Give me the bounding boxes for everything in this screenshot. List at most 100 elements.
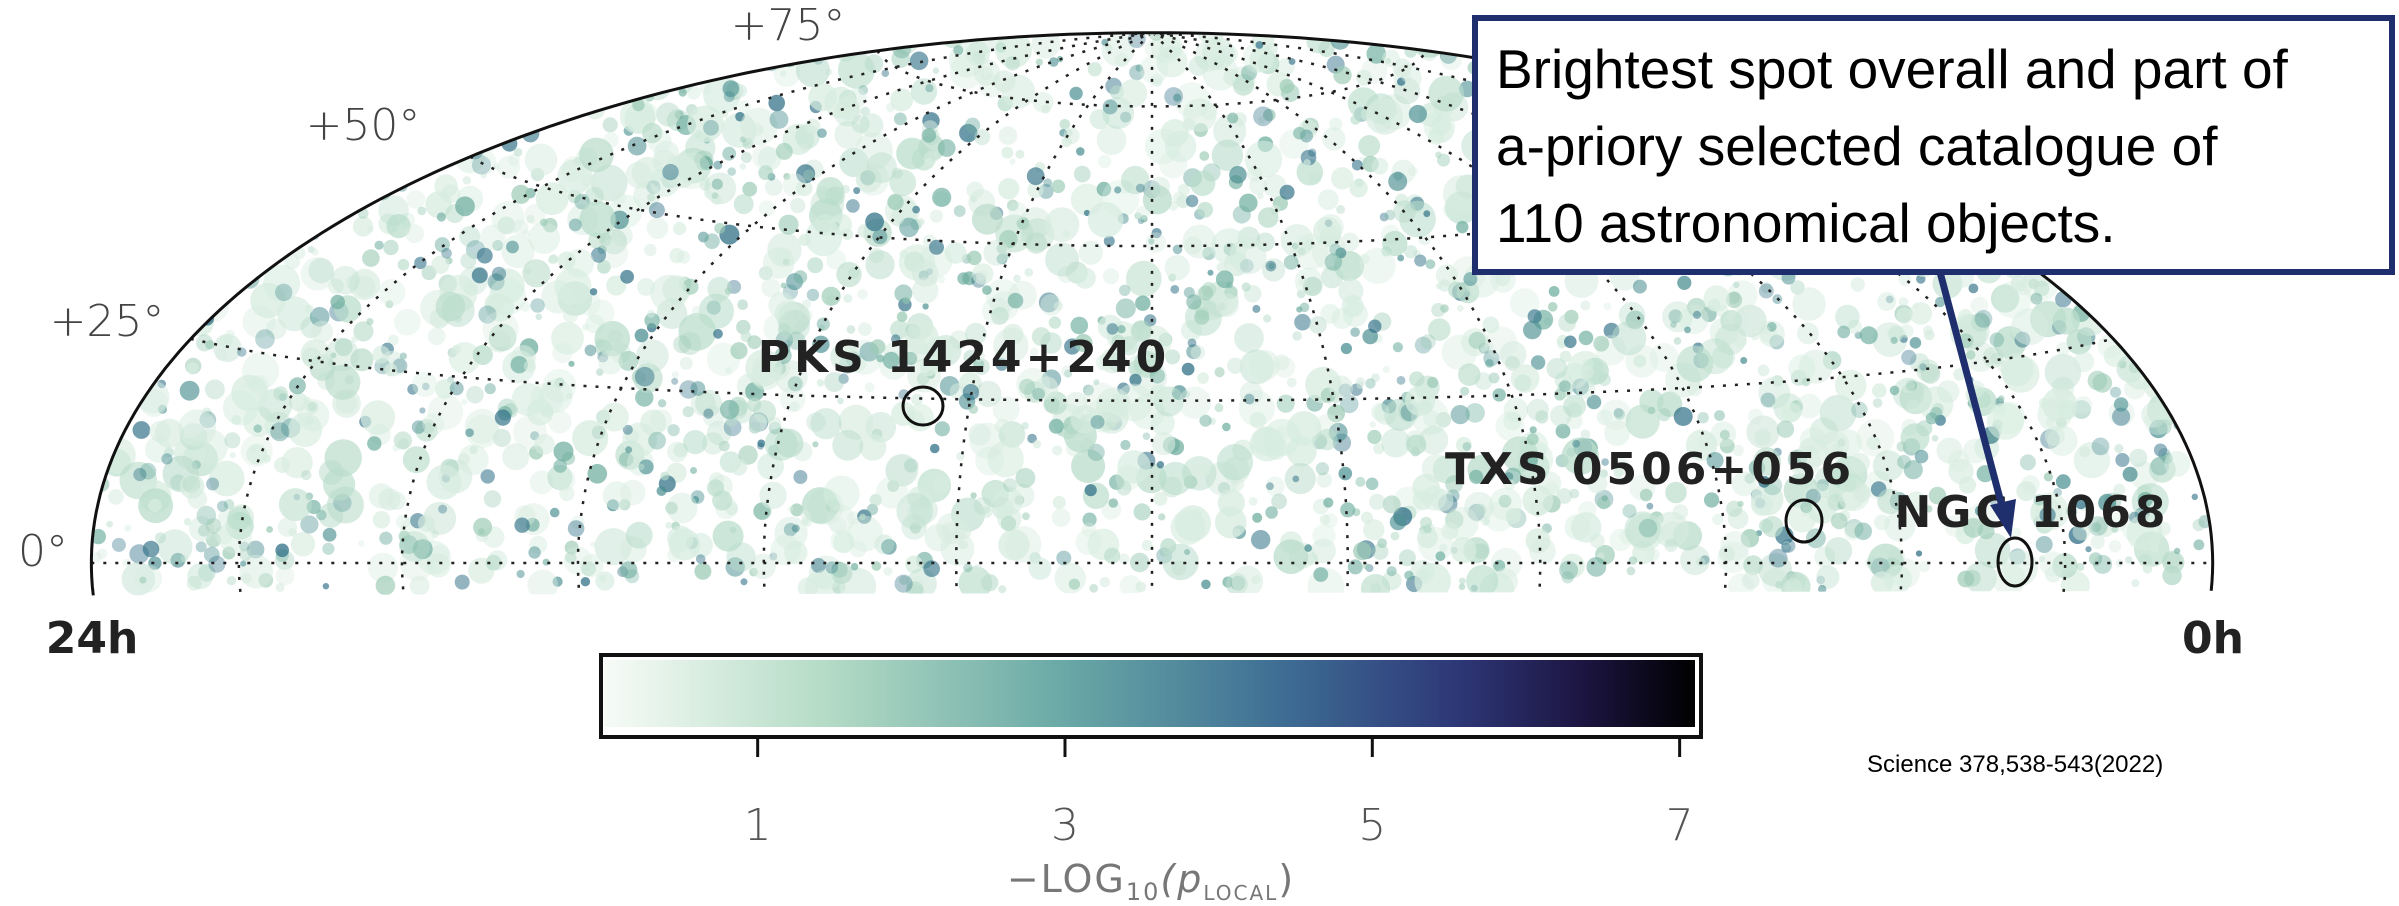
sky-texture [1036, 59, 1043, 66]
sky-texture [216, 117, 227, 128]
sky-texture [269, 139, 304, 174]
sky-texture [837, 398, 844, 405]
sky-texture [1761, 325, 1770, 334]
sky-texture [847, 516, 883, 552]
sky-texture [637, 278, 655, 296]
sky-texture [246, 169, 253, 176]
sky-texture [1208, 270, 1214, 276]
sky-texture [302, 71, 316, 85]
sky-texture [657, 486, 667, 496]
sky-texture [140, 90, 154, 104]
sky-texture [503, 78, 540, 115]
sky-texture [1443, 200, 1462, 219]
sky-texture [463, 145, 473, 155]
sky-texture [559, 40, 565, 46]
sky-texture [801, 510, 811, 520]
sky-texture [1371, 403, 1389, 421]
sky-texture [897, 311, 908, 322]
label-part: ) [1278, 857, 1295, 901]
sky-texture [162, 34, 172, 44]
sky-texture [336, 183, 348, 195]
sky-texture [1910, 337, 1922, 349]
sky-texture [325, 365, 360, 400]
sky-texture [1548, 302, 1558, 312]
sky-texture [582, 81, 591, 90]
sky-texture [1916, 359, 1939, 382]
sky-texture [527, 570, 558, 601]
sky-texture [271, 205, 297, 231]
sky-texture [104, 60, 135, 91]
sky-texture [111, 68, 128, 85]
sky-texture [411, 64, 448, 101]
sky-texture [1414, 563, 1451, 600]
sky-texture [1045, 207, 1080, 242]
sky-texture [1191, 345, 1206, 360]
sky-texture [1331, 167, 1353, 189]
sky-texture [1459, 578, 1466, 585]
sky-texture [712, 192, 719, 199]
sky-texture [494, 86, 505, 97]
sky-texture [1436, 283, 1442, 289]
sky-texture [193, 59, 203, 69]
sky-texture [1001, 516, 1016, 531]
sky-texture [672, 371, 679, 378]
sky-texture [186, 362, 198, 374]
sky-texture [187, 563, 213, 589]
colorbar-tick-label: 1 [744, 800, 772, 851]
sky-texture [344, 22, 377, 55]
sky-texture [410, 576, 430, 596]
sky-texture [357, 41, 383, 67]
sky-texture [1353, 542, 1371, 560]
sky-texture [431, 545, 449, 563]
sky-texture [1825, 537, 1852, 564]
sky-texture [456, 119, 473, 136]
sky-texture [1769, 549, 1788, 568]
sky-texture [465, 428, 474, 437]
sky-texture [1076, 147, 1085, 156]
sky-texture [255, 329, 275, 349]
sky-texture [1043, 178, 1052, 187]
sky-texture [1294, 314, 1311, 331]
sky-texture [1060, 119, 1071, 130]
sky-texture [485, 383, 496, 394]
sky-texture [1797, 394, 1822, 419]
sky-texture [1088, 202, 1124, 238]
sky-texture [1469, 332, 1486, 349]
sky-texture [1052, 508, 1071, 527]
sky-texture [1421, 334, 1436, 349]
sky-texture [1001, 75, 1035, 109]
sky-texture [161, 69, 178, 86]
sky-texture [477, 248, 493, 264]
sky-texture [1179, 387, 1211, 419]
sky-texture [1117, 481, 1132, 496]
sky-texture [1674, 337, 1682, 345]
sky-texture [112, 538, 126, 552]
sky-texture [207, 236, 216, 245]
sky-texture [892, 34, 905, 47]
sky-texture [174, 190, 194, 210]
sky-texture [84, 403, 114, 433]
sky-texture [418, 515, 435, 532]
sky-texture [1182, 363, 1195, 376]
sky-texture [193, 237, 212, 256]
sky-texture [922, 303, 928, 309]
sky-texture [219, 121, 252, 154]
sky-texture [1192, 509, 1202, 519]
sky-texture [383, 240, 398, 255]
sky-texture [1300, 303, 1310, 313]
sky-texture [228, 105, 245, 122]
sky-texture [737, 299, 748, 310]
sky-texture [1503, 412, 1522, 431]
sky-texture [1425, 103, 1432, 110]
sky-texture [362, 249, 380, 267]
sky-texture [953, 45, 963, 55]
sky-texture [1069, 579, 1080, 590]
sky-texture [271, 31, 279, 39]
sky-texture [257, 53, 269, 65]
sky-texture [301, 470, 311, 480]
sky-texture [1910, 302, 1933, 325]
sky-texture [2174, 548, 2180, 554]
sky-texture [1429, 16, 1459, 46]
sky-texture [1292, 476, 1299, 483]
